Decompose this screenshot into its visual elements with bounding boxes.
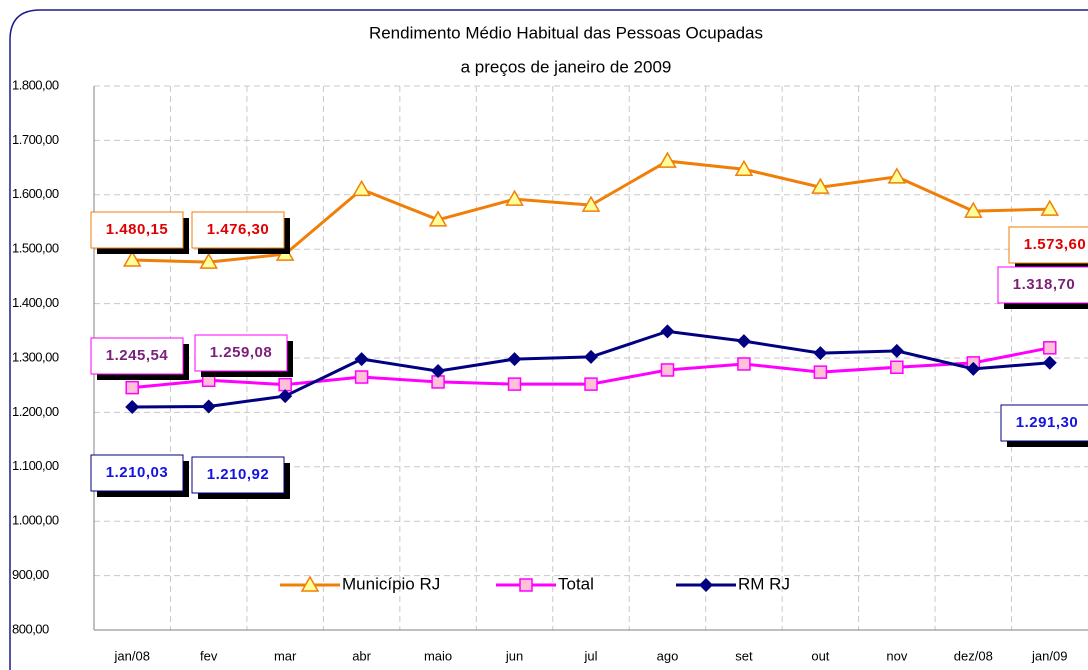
y-tick-label: 1.700,00 (12, 132, 59, 147)
x-tick-label: dez/08 (954, 648, 993, 663)
y-tick-label: 1.100,00 (12, 458, 59, 473)
chart-title: Rendimento Médio Habitual das Pessoas Oc… (369, 23, 763, 42)
label-box (194, 334, 288, 372)
point-marker (122, 250, 142, 267)
point-marker (278, 389, 293, 404)
point-marker (1042, 355, 1057, 370)
legend-marker (300, 575, 320, 592)
label-box (191, 456, 285, 494)
point-marker (660, 324, 675, 339)
x-tick-label: out (811, 648, 829, 663)
legend-label: Município RJ (342, 574, 440, 593)
x-tick-label: nov (886, 648, 907, 663)
label-box (1008, 226, 1088, 264)
chart-subtitle: a preços de janeiro de 2009 (461, 57, 672, 76)
data-label: 1.291,30 (1016, 414, 1078, 431)
point-marker (507, 377, 522, 391)
x-tick-label: ago (657, 648, 679, 663)
y-tick-label: 1.400,00 (12, 295, 59, 310)
x-tick-label: fev (200, 648, 218, 663)
point-marker (354, 352, 369, 367)
point-marker (887, 167, 907, 184)
point-marker (581, 195, 601, 212)
point-marker (966, 361, 981, 376)
point-marker (428, 210, 448, 227)
y-tick-label: 1.000,00 (12, 513, 59, 528)
point-marker (813, 365, 828, 379)
y-tick-label: 1.300,00 (12, 349, 59, 364)
data-label: 1.318,70 (1013, 276, 1075, 293)
data-label: 1.245,54 (106, 347, 169, 364)
y-tick-label: 900,00 (12, 567, 49, 582)
point-marker (660, 363, 675, 377)
y-tick-label: 1.200,00 (12, 404, 59, 419)
x-tick-label: abr (352, 648, 371, 663)
y-tick-label: 1.500,00 (12, 241, 59, 256)
point-marker (811, 177, 830, 194)
legend-marker (519, 578, 533, 592)
data-label: 1.480,15 (106, 221, 168, 238)
x-tick-label: maio (424, 648, 452, 663)
point-marker (352, 179, 371, 197)
point-marker (125, 399, 140, 414)
point-marker (505, 189, 524, 206)
point-marker (658, 151, 677, 168)
point-marker (1043, 341, 1057, 355)
y-tick-label: 800,00 (12, 621, 49, 636)
point-marker (964, 201, 983, 218)
point-marker (507, 352, 522, 367)
point-marker (199, 252, 218, 269)
x-tick-label: jul (583, 648, 597, 663)
point-marker (584, 377, 598, 391)
point-marker (734, 159, 754, 176)
point-marker (737, 357, 751, 371)
label-box (191, 211, 285, 249)
label-box (90, 454, 184, 492)
point-marker (813, 346, 828, 361)
point-marker (278, 377, 292, 392)
data-label: 1.573,60 (1024, 236, 1086, 253)
data-label: 1.476,30 (207, 221, 269, 238)
point-marker (201, 399, 216, 414)
label-box (90, 211, 184, 249)
data-label: 1.210,92 (207, 466, 269, 483)
label-box (997, 266, 1088, 304)
point-marker (584, 349, 598, 364)
x-tick-label: jun (505, 648, 523, 663)
point-marker (736, 334, 751, 349)
x-tick-label: set (735, 648, 753, 663)
x-tick-label: mar (274, 648, 297, 663)
point-marker (431, 364, 446, 379)
legend-label: RM RJ (738, 574, 790, 593)
label-box (90, 337, 184, 375)
legend-marker (699, 578, 713, 592)
data-label: 1.259,08 (210, 344, 272, 361)
point-marker (125, 380, 139, 395)
point-marker (1040, 199, 1060, 216)
frame (9, 9, 1088, 670)
label-box (1000, 404, 1088, 442)
point-marker (889, 343, 904, 358)
data-label: 1.210,03 (106, 464, 168, 481)
point-marker (354, 370, 369, 384)
x-tick-label: jan/09 (1031, 648, 1067, 663)
point-marker (890, 360, 904, 374)
y-tick-label: 1.800,00 (12, 77, 59, 92)
y-tick-label: 1.600,00 (12, 186, 59, 201)
legend-label: Total (558, 574, 594, 593)
x-tick-label: jan/08 (114, 648, 150, 663)
